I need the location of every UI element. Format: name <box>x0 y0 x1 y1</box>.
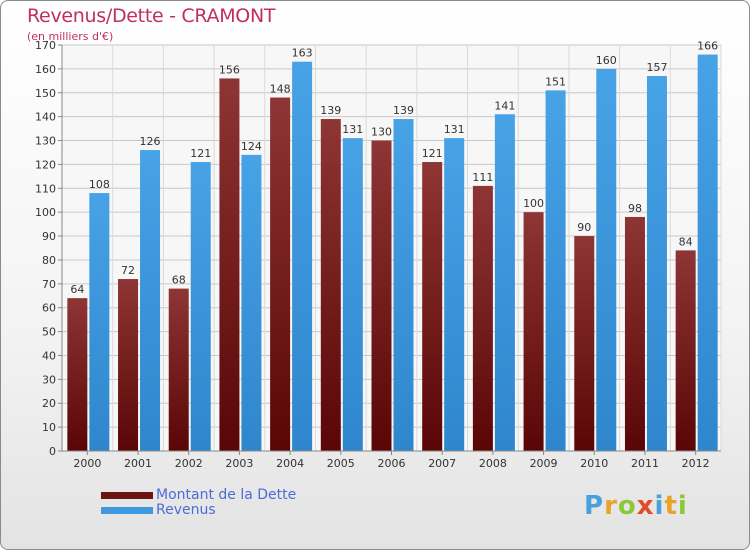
y-tick-label: 120 <box>35 158 56 171</box>
bar-revenus <box>596 68 617 451</box>
x-tick-label: 2004 <box>276 457 304 470</box>
logo-letter: o <box>617 491 637 521</box>
data-label: 130 <box>371 126 392 139</box>
data-label: 163 <box>292 47 313 60</box>
y-tick-label: 40 <box>42 349 56 362</box>
bar-revenus <box>342 138 363 451</box>
chart-subtitle: (en milliers d'€) <box>27 30 114 43</box>
bar-dette <box>168 288 189 451</box>
y-tick-label: 70 <box>42 278 56 291</box>
data-label: 131 <box>444 123 465 136</box>
legend-label-revenus: Revenus <box>156 502 216 518</box>
bar-dette <box>67 298 88 451</box>
bar-revenus <box>646 76 667 451</box>
bar-dette <box>270 97 291 452</box>
data-label: 148 <box>270 83 291 96</box>
bar-revenus <box>393 119 414 452</box>
y-tick-label: 10 <box>42 421 56 434</box>
y-tick-label: 0 <box>49 445 56 458</box>
data-label: 98 <box>628 202 642 215</box>
bar-revenus <box>89 193 110 451</box>
x-tick-label: 2006 <box>378 457 406 470</box>
y-tick-label: 140 <box>35 111 56 124</box>
x-tick-label: 2008 <box>479 457 507 470</box>
x-tick-label: 2002 <box>175 457 203 470</box>
y-tick-label: 60 <box>42 302 56 315</box>
bar-revenus <box>292 61 313 451</box>
y-tick-label: 20 <box>42 397 56 410</box>
x-tick-label: 2005 <box>327 457 355 470</box>
bar-dette <box>371 140 392 451</box>
data-label: 72 <box>121 264 135 277</box>
bar-dette <box>523 212 544 451</box>
y-tick-label: 50 <box>42 326 56 339</box>
bar-dette <box>320 119 341 452</box>
y-tick-label: 170 <box>35 39 56 52</box>
x-tick-label: 2012 <box>682 457 710 470</box>
data-label: 141 <box>494 99 515 112</box>
x-tick-label: 2010 <box>580 457 608 470</box>
data-label: 108 <box>89 178 110 191</box>
legend-swatch-revenus <box>101 507 153 514</box>
data-label: 90 <box>577 221 591 234</box>
y-tick-label: 160 <box>35 63 56 76</box>
bar-revenus <box>494 114 515 452</box>
x-tick-label: 2000 <box>73 457 101 470</box>
logo-letter: x <box>636 491 655 521</box>
x-tick-label: 2007 <box>428 457 456 470</box>
x-tick-label: 2003 <box>225 457 253 470</box>
legend-label-debt: Montant de la Dette <box>156 487 297 503</box>
data-label: 156 <box>219 63 240 76</box>
bar-dette <box>624 216 645 451</box>
y-tick-label: 150 <box>35 87 56 100</box>
bar-dette <box>472 185 493 451</box>
data-label: 160 <box>596 54 617 67</box>
data-label: 121 <box>190 147 211 160</box>
data-label: 139 <box>393 104 414 117</box>
data-label: 124 <box>241 140 262 153</box>
chart-title: Revenus/Dette - CRAMONT <box>27 5 276 27</box>
bar-dette <box>675 250 696 451</box>
x-tick-label: 2001 <box>124 457 152 470</box>
logo-letter: t <box>664 491 678 521</box>
proxiti-logo: Proxiti <box>584 491 688 521</box>
y-tick-label: 130 <box>35 135 56 148</box>
x-tick-label: 2011 <box>631 457 659 470</box>
y-tick-label: 80 <box>42 254 56 267</box>
data-label: 84 <box>679 235 693 248</box>
bar-dette <box>574 236 595 451</box>
x-tick-label: 2009 <box>530 457 558 470</box>
data-label: 157 <box>646 61 667 74</box>
data-label: 64 <box>70 283 84 296</box>
bar-dette <box>219 78 240 451</box>
bar-revenus <box>444 138 465 451</box>
legend-swatch-debt <box>101 492 153 499</box>
data-label: 111 <box>472 171 493 184</box>
data-label: 131 <box>342 123 363 136</box>
bar-revenus <box>545 90 566 452</box>
logo-letter: i <box>677 491 688 521</box>
bar-dette <box>422 162 443 451</box>
data-label: 139 <box>320 104 341 117</box>
logo-letter: r <box>604 491 618 521</box>
bar-revenus <box>140 150 161 452</box>
y-tick-label: 100 <box>35 206 56 219</box>
data-label: 121 <box>422 147 443 160</box>
data-label: 166 <box>697 40 718 53</box>
bar-revenus <box>697 54 718 451</box>
logo-letter: i <box>654 491 665 521</box>
y-tick-label: 90 <box>42 230 56 243</box>
y-tick-label: 30 <box>42 373 56 386</box>
bar-revenus <box>190 162 211 451</box>
data-label: 126 <box>140 135 161 148</box>
data-label: 151 <box>545 75 566 88</box>
y-tick-label: 110 <box>35 182 56 195</box>
bar-dette <box>118 279 139 451</box>
data-label: 68 <box>172 274 186 287</box>
logo-letter: P <box>584 491 605 521</box>
bar-revenus <box>241 154 262 451</box>
data-label: 100 <box>523 197 544 210</box>
